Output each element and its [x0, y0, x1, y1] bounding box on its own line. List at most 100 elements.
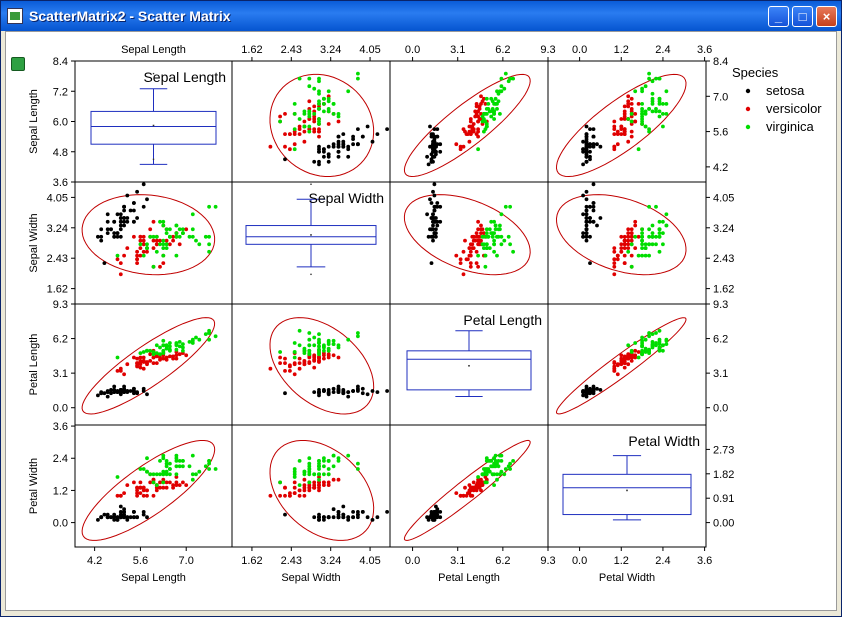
scatter-point-versicolor	[468, 117, 473, 121]
scatter-point-virginica	[141, 350, 146, 354]
scatter-point-versicolor	[470, 485, 475, 490]
maximize-button[interactable]: □	[792, 6, 813, 27]
scatter-point-versicolor	[612, 272, 617, 277]
scatter-point-versicolor	[154, 242, 159, 247]
scatter-point-virginica	[168, 227, 172, 232]
scatter-point-virginica	[174, 231, 179, 236]
scatter-point-setosa	[109, 515, 113, 520]
scatter-point-versicolor	[468, 264, 473, 269]
scatter-point-virginica	[317, 467, 321, 471]
scatter-point-virginica	[203, 234, 208, 239]
scatter-point-versicolor	[622, 114, 627, 119]
scatter-point-virginica	[154, 483, 159, 487]
scatter-point-virginica	[168, 234, 172, 239]
scatter-point-versicolor	[135, 356, 140, 361]
scatter-point-virginica	[489, 464, 494, 469]
scatter-point-versicolor	[479, 231, 483, 236]
scatter-point-versicolor	[615, 142, 620, 147]
scatter-point-versicolor	[125, 246, 130, 251]
scatter-point-virginica	[661, 124, 665, 129]
bottom-tick-label: 4.05	[359, 555, 380, 567]
scatter-point-virginica	[164, 472, 169, 477]
scatter-point-setosa	[115, 234, 120, 239]
left-tick-label: 0.0	[53, 403, 68, 415]
right-tick-label: 3.24	[713, 223, 734, 235]
lock-icon[interactable]	[11, 57, 25, 71]
scatter-point-virginica	[307, 337, 312, 342]
scatter-point-virginica	[145, 246, 149, 251]
scatter-point-virginica	[174, 459, 179, 463]
scatter-point-virginica	[492, 249, 496, 254]
scatter-point-virginica	[145, 242, 149, 247]
scatter-point-virginica	[161, 350, 166, 354]
scatter-point-versicolor	[154, 485, 159, 490]
scatter-point-versicolor	[483, 102, 488, 106]
scatter-point-virginica	[174, 472, 179, 477]
scatter-point-virginica	[292, 469, 297, 474]
left-axis-label: Sepal Length	[28, 89, 40, 154]
scatter-point-versicolor	[633, 223, 638, 228]
scatter-point-virginica	[317, 477, 321, 482]
scatter-point-setosa	[122, 515, 126, 520]
scatter-point-virginica	[480, 242, 485, 247]
left-tick-label: 4.8	[53, 147, 68, 159]
scatter-point-setosa	[438, 142, 443, 147]
scatter-point-virginica	[647, 234, 651, 239]
bottom-axis-label: Sepal Length	[121, 572, 186, 584]
scatter-point-virginica	[292, 127, 297, 131]
scatter-point-setosa	[346, 518, 351, 522]
scatter-point-versicolor	[626, 238, 631, 243]
scatter-point-setosa	[588, 219, 592, 224]
scatter-point-virginica	[331, 342, 336, 346]
minimize-button[interactable]: _	[768, 6, 789, 27]
scatter-point-versicolor	[135, 249, 140, 254]
scatter-point-virginica	[115, 253, 120, 258]
scatter-point-virginica	[650, 109, 655, 114]
scatter-point-versicolor	[612, 257, 617, 262]
scatter-point-setosa	[584, 227, 589, 232]
bottom-tick-label: 0.0	[572, 555, 587, 567]
scatter-point-virginica	[492, 238, 496, 243]
scatter-point-versicolor	[458, 144, 463, 149]
scatter-point-setosa	[584, 231, 589, 236]
title-bar[interactable]: ScatterMatrix2 - Scatter Matrix _ □ ×	[1, 1, 841, 31]
left-tick-label: 3.6	[53, 177, 68, 189]
scatter-point-virginica	[647, 334, 651, 339]
scatter-point-virginica	[484, 472, 489, 477]
right-tick-label: 6.2	[713, 334, 728, 346]
scatter-point-virginica	[331, 102, 336, 106]
scatter-point-virginica	[654, 109, 658, 114]
scatter-point-virginica	[164, 246, 169, 251]
scatter-point-versicolor	[122, 491, 126, 495]
scatter-point-virginica	[511, 459, 515, 463]
scatter-point-setosa	[105, 390, 110, 394]
scatter-point-virginica	[486, 467, 491, 471]
scatter-point-setosa	[132, 219, 136, 224]
scatter-point-setosa	[128, 208, 133, 213]
scatter-point-setosa	[135, 216, 140, 220]
app-icon[interactable]	[7, 8, 23, 24]
scatter-point-versicolor	[322, 353, 326, 358]
top-tick-label: 6.2	[495, 44, 510, 56]
scatter-point-versicolor	[633, 246, 638, 251]
scatter-point-virginica	[317, 332, 321, 336]
scatter-point-versicolor	[470, 127, 475, 131]
scatter-point-setosa	[584, 216, 589, 220]
scatter-point-virginica	[317, 461, 321, 466]
scatter-point-virginica	[490, 109, 495, 114]
scatter-point-setosa	[346, 154, 351, 159]
scatter-point-virginica	[168, 341, 172, 345]
scatter-point-versicolor	[476, 227, 480, 232]
scatter-point-versicolor	[135, 485, 140, 490]
left-tick-label: 3.1	[53, 368, 68, 380]
scatter-point-versicolor	[622, 365, 627, 370]
scatter-point-virginica	[483, 264, 488, 269]
scatter-point-setosa	[584, 154, 589, 159]
scatter-point-setosa	[584, 137, 589, 142]
scatter-point-versicolor	[619, 132, 624, 137]
scatter-point-virginica	[322, 102, 326, 106]
scatter-point-versicolor	[171, 234, 176, 239]
close-button[interactable]: ×	[816, 6, 837, 27]
scatter-point-virginica	[643, 112, 648, 116]
scatter-point-setosa	[135, 189, 140, 194]
